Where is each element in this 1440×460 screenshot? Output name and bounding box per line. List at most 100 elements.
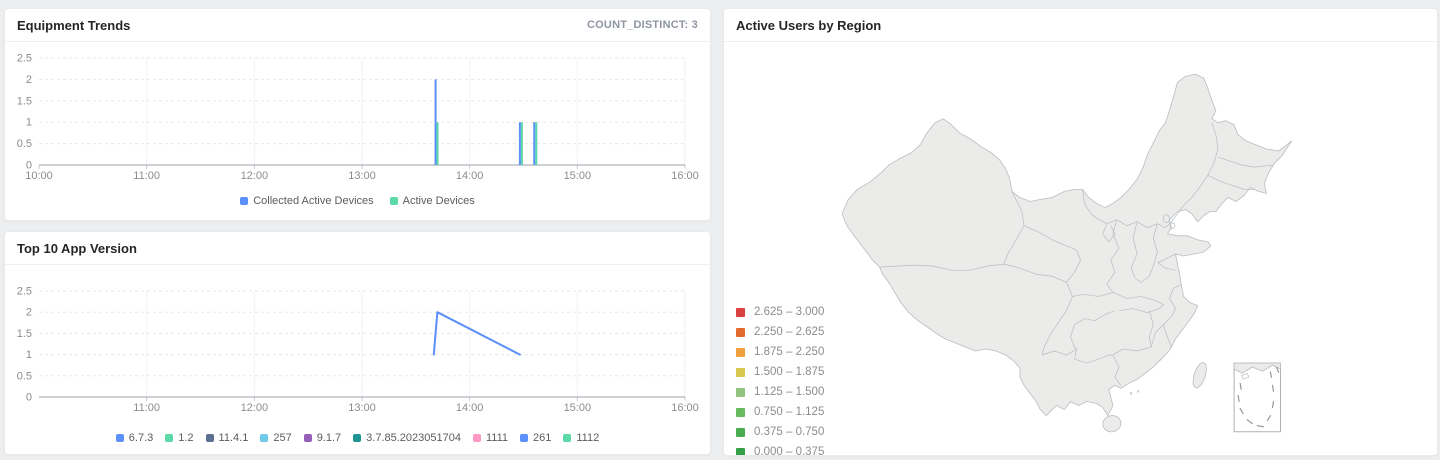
svg-text:12:00: 12:00: [241, 402, 269, 414]
svg-text:1.5: 1.5: [17, 328, 32, 340]
map-legend-item: 0.750 – 1.125: [736, 406, 824, 418]
svg-text:1: 1: [26, 349, 32, 361]
panel-title: Top 10 App Version: [17, 240, 137, 256]
map-legend-swatch: [736, 367, 745, 377]
legend-swatch: [520, 434, 529, 442]
svg-text:11:00: 11:00: [133, 402, 160, 414]
map-legend-item: 1.125 – 1.500: [736, 386, 824, 398]
svg-text:14:00: 14:00: [456, 170, 484, 182]
legend-label: 1.2: [178, 432, 194, 444]
legend-swatch: [389, 197, 398, 205]
map-area: 2.625 – 3.000 2.250 – 2.625 1.875 – 2.250 1…: [724, 42, 1435, 456]
svg-text:16:00: 16:00: [671, 170, 699, 182]
legend-item-1-2[interactable]: 1.2: [165, 432, 194, 444]
legend-swatch: [115, 434, 124, 442]
equipment-trends-legend: Collected Active Devices Active Devices: [5, 195, 710, 207]
panel-header: Top 10 App Version: [5, 232, 710, 265]
top-app-version-chart[interactable]: 0 0.5 1 1.5 2 2.5 11:00 12:00 13:00 14:00 15:00 16:…: [5, 267, 708, 425]
map-legend-item: 2.625 – 3.000: [736, 306, 824, 318]
count-distinct-badge: COUNT_DISTINCT: 3: [587, 19, 698, 31]
panel-title: Active Users by Region: [736, 17, 882, 33]
legend-swatch: [472, 434, 481, 442]
legend-item-257[interactable]: 257: [260, 432, 292, 444]
legend-swatch: [260, 434, 269, 442]
small-islands: [1129, 390, 1140, 395]
legend-label: 1112: [576, 432, 600, 444]
svg-text:13:00: 13:00: [348, 170, 376, 182]
china-map[interactable]: [822, 60, 1327, 444]
map-legend-swatch: [736, 427, 745, 437]
legend-item-11-4-1[interactable]: 11.4.1: [205, 432, 249, 444]
legend-item-6-7-3[interactable]: 6.7.3: [115, 432, 154, 444]
svg-text:0: 0: [26, 160, 32, 172]
svg-text:1.5: 1.5: [17, 95, 32, 107]
legend-swatch: [205, 434, 214, 442]
map-region-mainland[interactable]: [841, 73, 1293, 417]
legend-swatch: [165, 434, 174, 442]
legend-item-collected-active-devices[interactable]: Collected Active Devices: [240, 195, 374, 207]
legend-item-3-7-85-2023051704[interactable]: 3.7.85.2023051704: [353, 432, 461, 444]
svg-text:15:00: 15:00: [564, 170, 592, 182]
legend-swatch: [353, 434, 362, 442]
legend-swatch: [563, 434, 572, 442]
svg-text:16:00: 16:00: [671, 402, 699, 414]
map-legend-item: 2.250 – 2.625: [736, 326, 824, 338]
map-legend-item: 0.000 – 0.375: [736, 446, 825, 456]
map-legend-range-label: 2.250 – 2.625: [754, 326, 825, 338]
svg-text:2: 2: [26, 307, 32, 319]
legend-item-1112[interactable]: 1112: [563, 432, 599, 444]
legend-swatch: [240, 197, 249, 205]
map-legend-range-label: 0.750 – 1.125: [754, 406, 825, 418]
panel-header: Active Users by Region: [724, 9, 1437, 42]
legend-item-261[interactable]: 261: [520, 432, 551, 444]
map-legend-swatch: [736, 307, 745, 317]
svg-text:14:00: 14:00: [456, 402, 484, 414]
map-legend-range-label: 2.625 – 3.000: [754, 306, 825, 318]
legend-label: Active Devices: [402, 195, 475, 207]
svg-text:15:00: 15:00: [564, 402, 592, 414]
legend-item-9-1-7[interactable]: 9.1.7: [303, 432, 342, 444]
svg-text:12:00: 12:00: [241, 170, 269, 182]
legend-label: 6.7.3: [128, 432, 154, 444]
legend-item-1111[interactable]: 1111: [472, 432, 509, 444]
svg-text:2.5: 2.5: [17, 286, 32, 298]
legend-label: Collected Active Devices: [253, 195, 374, 207]
panel-title: Equipment Trends: [17, 17, 131, 33]
svg-text:11:00: 11:00: [133, 170, 160, 182]
panel-header: Equipment Trends COUNT_DISTINCT: 3: [5, 9, 710, 42]
panel-top-app-version: Top 10 App Version 0 0.5 1 1.5 2 2.5 11:00 12:0…: [4, 231, 711, 455]
legend-label: 1111: [485, 432, 509, 444]
legend-label: 9.1.7: [316, 432, 342, 444]
top-app-version-legend: 6.7.3 1.2 11.4.1 257 9.1.7 3.7.85.2023051704 1…: [5, 432, 710, 444]
map-legend-range-label: 1.500 – 1.875: [754, 366, 825, 378]
panel-equipment-trends: Equipment Trends COUNT_DISTINCT: 3 0 0.5 1…: [4, 8, 711, 221]
legend-item-active-devices[interactable]: Active Devices: [389, 195, 475, 207]
map-legend-swatch: [736, 387, 745, 397]
legend-label: 261: [533, 432, 552, 444]
map-legend-item: 1.875 – 2.250: [736, 346, 824, 358]
map-legend-swatch: [736, 407, 745, 417]
legend-swatch: [303, 434, 312, 442]
map-legend-swatch: [736, 327, 745, 337]
equipment-trends-chart[interactable]: 0 0.5 1 1.5 2 2.5 10:00 11:00 12:00 13:00 14:00 15:…: [5, 44, 708, 190]
map-legend-item: 0.375 – 0.750: [736, 426, 824, 438]
map-legend-swatch: [736, 447, 745, 455]
map-region-taiwan[interactable]: [1190, 361, 1209, 389]
svg-text:0.5: 0.5: [17, 138, 32, 150]
map-legend: 2.625 – 3.000 2.250 – 2.625 1.875 – 2.250 1…: [736, 306, 825, 456]
svg-text:0: 0: [26, 392, 32, 404]
legend-label: 257: [273, 432, 292, 444]
svg-text:0.5: 0.5: [17, 370, 32, 382]
legend-label: 11.4.1: [218, 432, 249, 444]
map-legend-range-label: 0.375 – 0.750: [754, 426, 825, 438]
map-legend-range-label: 1.125 – 1.500: [754, 386, 825, 398]
map-region-hainan[interactable]: [1101, 414, 1123, 434]
map-legend-swatch: [736, 347, 745, 357]
map-legend-range-label: 0.000 – 0.375: [754, 446, 825, 456]
map-legend-range-label: 1.875 – 2.250: [754, 346, 825, 358]
svg-text:10:00: 10:00: [25, 170, 53, 182]
svg-text:2: 2: [26, 74, 32, 86]
map-legend-item: 1.500 – 1.875: [736, 366, 824, 378]
province-borders: [879, 122, 1273, 386]
svg-text:2.5: 2.5: [17, 53, 32, 65]
